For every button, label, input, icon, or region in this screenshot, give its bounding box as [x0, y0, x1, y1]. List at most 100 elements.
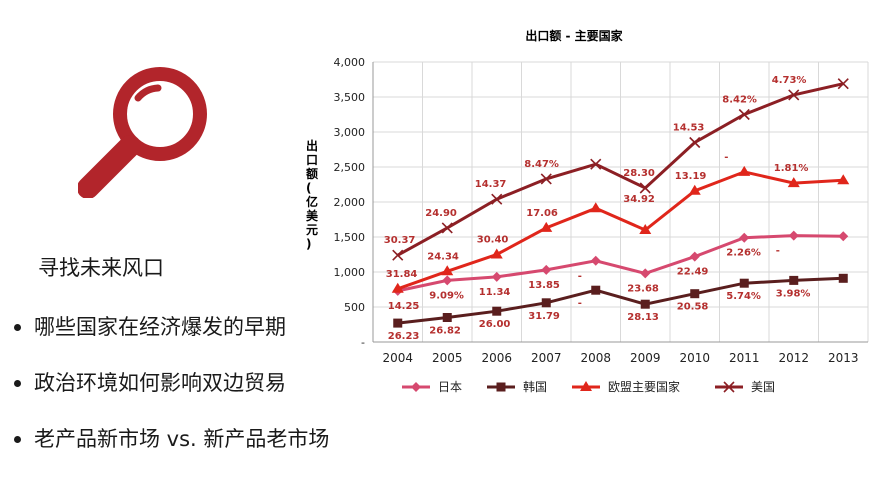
- data-label-usa: 28.30: [623, 168, 655, 179]
- data-label-usa: 14.53: [673, 123, 705, 134]
- data-point-japan: [838, 231, 849, 242]
- data-point-japan: [541, 264, 552, 275]
- x-tick-label: 2011: [729, 351, 760, 365]
- legend-item-japan: 日本: [402, 380, 462, 394]
- subtitle: 寻找未来风口: [38, 256, 164, 280]
- y-tick-label: 1,000: [334, 266, 366, 279]
- data-point-eu: [391, 282, 404, 293]
- data-point-eu: [540, 221, 553, 232]
- bullet-dot-icon: [14, 324, 21, 331]
- data-point-korea: [492, 306, 502, 316]
- data-point-eu: [639, 224, 652, 234]
- data-point-usa: [491, 193, 503, 205]
- magnifier-icon: [78, 67, 207, 198]
- y-tick-label: 2,000: [334, 196, 366, 209]
- data-label-usa: 8.42%: [722, 95, 757, 106]
- x-tick-label: 2012: [778, 351, 809, 365]
- data-label-japan: -: [578, 271, 582, 282]
- y-tick-label: 2,500: [334, 161, 366, 174]
- x-tick-label: 2004: [382, 351, 413, 365]
- series-line-usa: [397, 82, 844, 257]
- x-tick-label: 2013: [828, 351, 859, 365]
- data-point-korea: [442, 313, 452, 322]
- data-point-japan: [739, 232, 750, 243]
- legend-item-usa: 美国: [715, 380, 775, 394]
- data-point-eu: [787, 177, 800, 188]
- data-point-usa: [392, 249, 404, 261]
- bullet-text: 老产品新市场 vs. 新产品老市场: [34, 427, 330, 451]
- y-tick-label: 3,000: [334, 126, 366, 139]
- data-point-japan: [689, 251, 700, 262]
- data-point-eu: [441, 265, 454, 276]
- data-point-usa: [689, 136, 701, 149]
- legend-label: 韩国: [523, 379, 547, 394]
- series-line-korea: [397, 276, 844, 325]
- magnifier-lens: [113, 67, 207, 161]
- data-point-korea: [541, 298, 551, 308]
- data-point-usa: [837, 78, 849, 90]
- data-label-eu: 13.19: [675, 171, 707, 182]
- data-point-japan: [640, 268, 651, 279]
- data-label-korea: 26.23: [388, 331, 420, 342]
- data-label-japan: 22.49: [677, 267, 709, 278]
- bullet-dot-icon: [14, 436, 21, 443]
- data-point-eu: [490, 248, 503, 259]
- data-point-korea: [838, 273, 848, 283]
- data-label-korea: 26.82: [429, 326, 461, 337]
- legend-marker-icon: [723, 381, 735, 393]
- data-label-eu: 30.40: [477, 235, 509, 246]
- data-label-japan: 2.26%: [726, 248, 761, 259]
- x-tick-label: 2007: [531, 351, 562, 365]
- data-point-usa: [540, 173, 552, 185]
- data-point-japan: [590, 255, 601, 266]
- data-label-japan: 23.68: [627, 283, 659, 294]
- bullet-text: 政治环境如何影响双边贸易: [34, 371, 286, 395]
- data-label-korea: 28.13: [627, 312, 659, 323]
- x-tick-label: 2009: [630, 351, 661, 365]
- data-label-japan: 9.09%: [429, 290, 464, 301]
- data-point-korea: [393, 318, 403, 328]
- y-tick-label: 4,000: [334, 56, 366, 69]
- data-point-usa: [788, 89, 800, 101]
- data-label-eu: 24.34: [427, 251, 459, 262]
- bullet-list: 哪些国家在经济爆发的早期 政治环境如何影响双边贸易 老产品新市场 vs. 新产品…: [12, 312, 329, 480]
- series-japan: [392, 230, 849, 296]
- data-label-eu: -: [724, 152, 728, 163]
- legend-marker-icon: [496, 382, 506, 392]
- data-label-korea: 5.74%: [726, 291, 761, 302]
- bullet-item: 政治环境如何影响双边贸易: [12, 368, 329, 398]
- data-point-eu: [738, 165, 751, 176]
- data-label-japan: 11.34: [479, 287, 511, 298]
- data-point-japan: [442, 275, 453, 286]
- series-korea: [393, 273, 848, 328]
- chart-title: 出口额 - 主要国家: [525, 28, 623, 43]
- data-label-japan: -: [776, 246, 780, 257]
- magnifier-handle: [78, 135, 141, 198]
- x-tick-label: 2005: [432, 351, 463, 365]
- y-tick-label: 500: [344, 301, 365, 314]
- data-label-usa: 14.37: [475, 179, 507, 190]
- legend-item-eu: 欧盟主要国家: [572, 379, 680, 394]
- data-label-eu: 1.81%: [774, 163, 809, 174]
- data-label-korea: 31.79: [528, 311, 560, 322]
- data-point-usa: [639, 182, 651, 194]
- legend-marker-icon: [411, 382, 421, 392]
- data-point-japan: [788, 230, 799, 241]
- data-label-japan: 14.25: [388, 301, 420, 312]
- data-point-eu: [688, 184, 701, 195]
- legend-label: 欧盟主要国家: [608, 379, 680, 394]
- data-label-korea: 20.58: [677, 302, 709, 313]
- y-tick-label: -: [361, 336, 365, 349]
- data-label-korea: 26.00: [479, 319, 511, 330]
- series-line-japan: [397, 234, 844, 293]
- data-label-korea: 3.98%: [776, 288, 811, 299]
- x-tick-label: 2008: [580, 351, 611, 365]
- bullet-item: 哪些国家在经济爆发的早期: [12, 312, 329, 342]
- series-eu: [391, 165, 850, 293]
- data-point-korea: [591, 285, 601, 295]
- axes: - 500 1,000 1,500 2,000 2,500 3,000 3,500 4,000 2…: [306, 56, 868, 365]
- series-layer: [391, 78, 850, 328]
- data-point-usa: [441, 222, 453, 234]
- data-label-japan: 13.85: [528, 280, 560, 291]
